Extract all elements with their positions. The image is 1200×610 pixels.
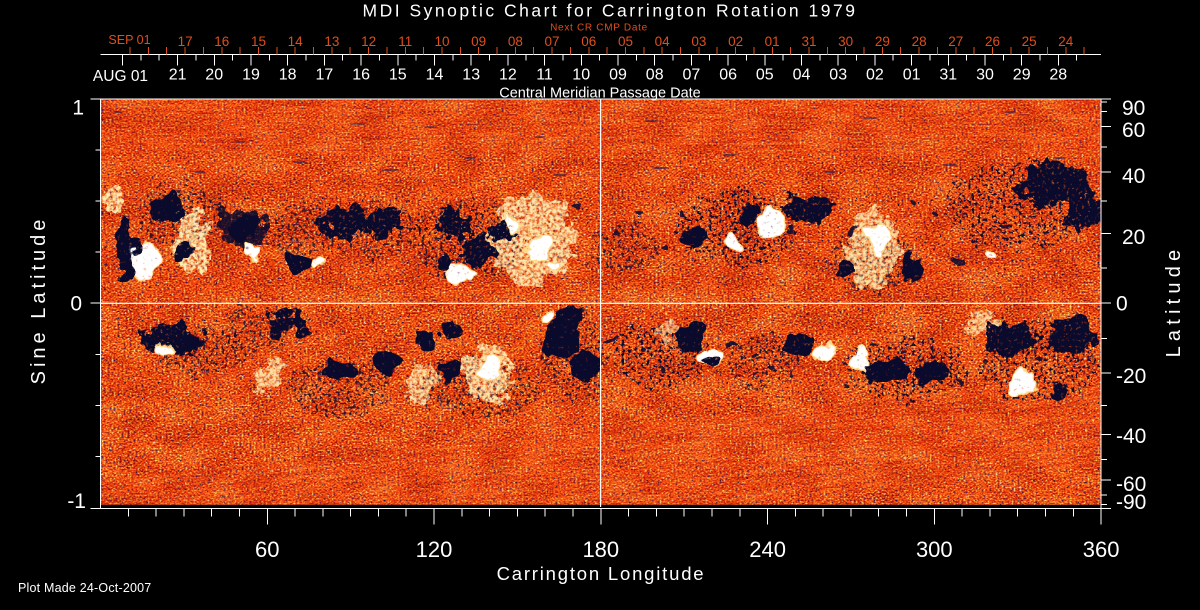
svg-text:0: 0 (1116, 293, 1128, 316)
svg-text:03: 03 (691, 34, 706, 49)
svg-text:15: 15 (251, 34, 266, 49)
svg-text:09: 09 (471, 34, 486, 49)
svg-text:Carrington Longitude: Carrington Longitude (497, 563, 706, 584)
svg-text:28: 28 (1049, 67, 1067, 84)
svg-text:12: 12 (361, 34, 376, 49)
svg-text:Central Meridian Passage Date: Central Meridian Passage Date (499, 86, 701, 102)
svg-text:30: 30 (838, 34, 853, 49)
svg-text:12: 12 (499, 67, 517, 84)
svg-text:02: 02 (728, 34, 743, 49)
svg-text:17: 17 (178, 34, 193, 49)
svg-text:04: 04 (793, 67, 811, 84)
svg-text:13: 13 (324, 34, 339, 49)
svg-text:-20: -20 (1116, 365, 1146, 388)
svg-text:Latitude: Latitude (1163, 245, 1185, 358)
svg-text:14: 14 (426, 67, 444, 84)
svg-text:0: 0 (70, 293, 82, 316)
svg-text:07: 07 (544, 34, 559, 49)
svg-text:60: 60 (255, 537, 279, 562)
svg-text:03: 03 (829, 67, 847, 84)
svg-text:29: 29 (1013, 67, 1031, 84)
svg-text:05: 05 (618, 34, 633, 49)
svg-text:16: 16 (352, 67, 370, 84)
svg-text:11: 11 (398, 34, 412, 49)
svg-text:01: 01 (765, 34, 780, 49)
svg-text:14: 14 (288, 34, 304, 49)
svg-text:15: 15 (389, 67, 407, 84)
svg-text:10: 10 (572, 67, 590, 84)
svg-text:20: 20 (1122, 226, 1145, 249)
svg-text:1: 1 (72, 97, 84, 120)
svg-text:05: 05 (756, 67, 774, 84)
svg-text:25: 25 (1022, 34, 1037, 49)
svg-text:60: 60 (1122, 119, 1145, 142)
svg-text:06: 06 (581, 34, 596, 49)
svg-text:30: 30 (976, 67, 994, 84)
svg-text:SEP 01: SEP 01 (108, 33, 150, 47)
svg-text:90: 90 (1122, 97, 1145, 120)
svg-text:08: 08 (646, 67, 664, 84)
svg-text:19: 19 (242, 67, 260, 84)
svg-text:13: 13 (462, 67, 480, 84)
svg-text:-90: -90 (1116, 491, 1146, 514)
svg-text:10: 10 (434, 34, 449, 49)
svg-text:17: 17 (316, 67, 334, 84)
svg-text:18: 18 (279, 67, 297, 84)
svg-text:06: 06 (719, 67, 737, 84)
svg-text:-40: -40 (1116, 425, 1146, 448)
svg-text:07: 07 (683, 67, 701, 84)
svg-text:20: 20 (205, 67, 223, 84)
svg-text:21: 21 (169, 67, 187, 84)
svg-text:31: 31 (801, 34, 816, 49)
svg-text:28: 28 (912, 34, 927, 49)
svg-text:-1: -1 (67, 490, 86, 513)
svg-text:02: 02 (866, 67, 884, 84)
svg-text:27: 27 (948, 34, 963, 49)
svg-text:120: 120 (416, 537, 453, 562)
svg-text:-60: -60 (1116, 473, 1146, 496)
svg-text:31: 31 (939, 67, 957, 84)
svg-text:29: 29 (875, 34, 890, 49)
svg-text:240: 240 (749, 537, 786, 562)
svg-text:Sine Latitude: Sine Latitude (28, 216, 50, 385)
svg-text:16: 16 (214, 34, 229, 49)
svg-text:08: 08 (508, 34, 523, 49)
svg-text:26: 26 (985, 34, 1000, 49)
svg-text:180: 180 (582, 537, 619, 562)
svg-text:360: 360 (1083, 537, 1120, 562)
svg-text:AUG 01: AUG 01 (93, 68, 148, 85)
svg-text:24: 24 (1058, 34, 1074, 49)
svg-text:Next CR CMP Date: Next CR CMP Date (550, 23, 648, 34)
svg-text:11: 11 (536, 67, 553, 84)
svg-text:09: 09 (609, 67, 627, 84)
svg-text:Plot Made 24-Oct-2007: Plot Made 24-Oct-2007 (18, 581, 151, 595)
svg-text:300: 300 (916, 537, 953, 562)
svg-text:04: 04 (655, 34, 671, 49)
svg-text:01: 01 (903, 67, 921, 84)
svg-text:MDI Synoptic Chart for Carring: MDI Synoptic Chart for Carrington Rotati… (363, 1, 858, 21)
svg-text:40: 40 (1122, 165, 1145, 188)
